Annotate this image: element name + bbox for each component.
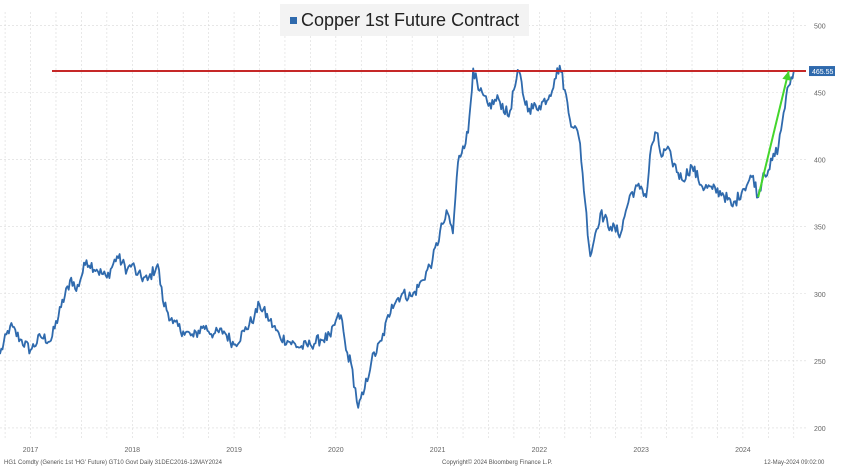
- current-value-label: 465.55: [812, 69, 834, 76]
- current-value-tag: [809, 66, 835, 77]
- x-tick-label: 2018: [125, 447, 141, 454]
- y-axis: 200 250 300 350 400 450 500: [814, 23, 826, 433]
- y-tick-label: 250: [814, 359, 826, 366]
- trend-arrow-shaft: [757, 70, 790, 198]
- y-tick-label: 350: [814, 225, 826, 232]
- x-tick-label: 2023: [633, 447, 649, 454]
- x-axis: 2017 2018 2019 2020 2021 2022 2023 2024: [23, 447, 751, 454]
- y-tick-label: 500: [814, 23, 826, 30]
- y-tick-label: 450: [814, 91, 826, 98]
- x-tick-label: 2024: [735, 447, 751, 454]
- grid-lines: [0, 12, 806, 440]
- overlay-layer: 465.55: [52, 66, 835, 198]
- x-tick-label: 2022: [532, 447, 548, 454]
- legend-swatch: [290, 16, 297, 24]
- chart-title-box: Copper 1st Future Contract: [280, 4, 530, 36]
- footer-source: HG1 Comdty (Generic 1st 'HG' Future) GT1…: [4, 460, 222, 466]
- chart-title: Copper 1st Future Contract: [301, 9, 520, 30]
- footer-copyright: Copyright© 2024 Bloomberg Finance L.P.: [442, 460, 553, 466]
- series-line-copper: [0, 64, 795, 409]
- x-tick-label: 2020: [328, 447, 344, 454]
- y-tick-label: 300: [814, 292, 826, 299]
- x-tick-label: 2019: [226, 447, 242, 454]
- x-tick-label: 2017: [23, 447, 39, 454]
- y-tick-label: 400: [814, 158, 826, 165]
- trend-arrow-head: [782, 71, 791, 81]
- series-layer: [0, 64, 795, 409]
- footer-timestamp: 12-May-2024 09:02:00: [764, 460, 825, 466]
- x-tick-label: 2021: [430, 447, 446, 454]
- y-tick-label: 200: [814, 426, 826, 433]
